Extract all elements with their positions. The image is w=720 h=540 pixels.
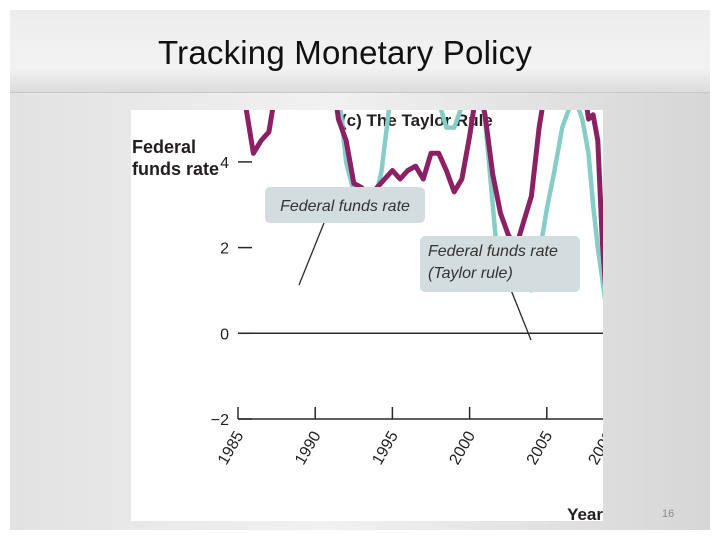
callout-leader <box>510 289 532 341</box>
x-tick-label: 1990 <box>292 428 325 467</box>
series-line-federal-funds-rate <box>338 110 603 301</box>
y-tick-label: 0 <box>220 326 229 343</box>
x-axis-label: Year <box>567 505 603 521</box>
y-tick-label: 4 <box>220 155 229 172</box>
slide-header <box>10 10 710 93</box>
series-line-taylor-rule <box>243 110 603 287</box>
y-tick-label: −2 <box>211 412 229 429</box>
callout-leader <box>298 222 325 286</box>
chart-svg: (c) The Taylor Rule Federal funds rate Ye… <box>132 110 603 521</box>
plot-area: −2024681012%198519901995200020052009Fede… <box>211 110 603 468</box>
slide-number: 16 <box>662 508 675 520</box>
callout-label: Federal funds rate <box>280 198 410 215</box>
callout-box <box>265 187 425 223</box>
callout-label: Federal funds rate (Taylor rule) <box>428 243 558 282</box>
taylor-rule-chart: (c) The Taylor Rule Federal funds rate Ye… <box>131 110 603 521</box>
callout-box <box>420 236 580 292</box>
y-axis-label: Federal funds rate <box>132 137 219 179</box>
x-tick-label: 1995 <box>369 428 402 467</box>
y-tick-label: 2 <box>220 241 229 258</box>
x-tick-label: 2005 <box>524 428 557 467</box>
x-tick-label: 2009 <box>586 428 603 467</box>
x-tick-label: 1985 <box>215 428 248 467</box>
x-tick-label: 2000 <box>447 428 480 467</box>
slide-title: Tracking Monetary Policy <box>158 34 533 71</box>
